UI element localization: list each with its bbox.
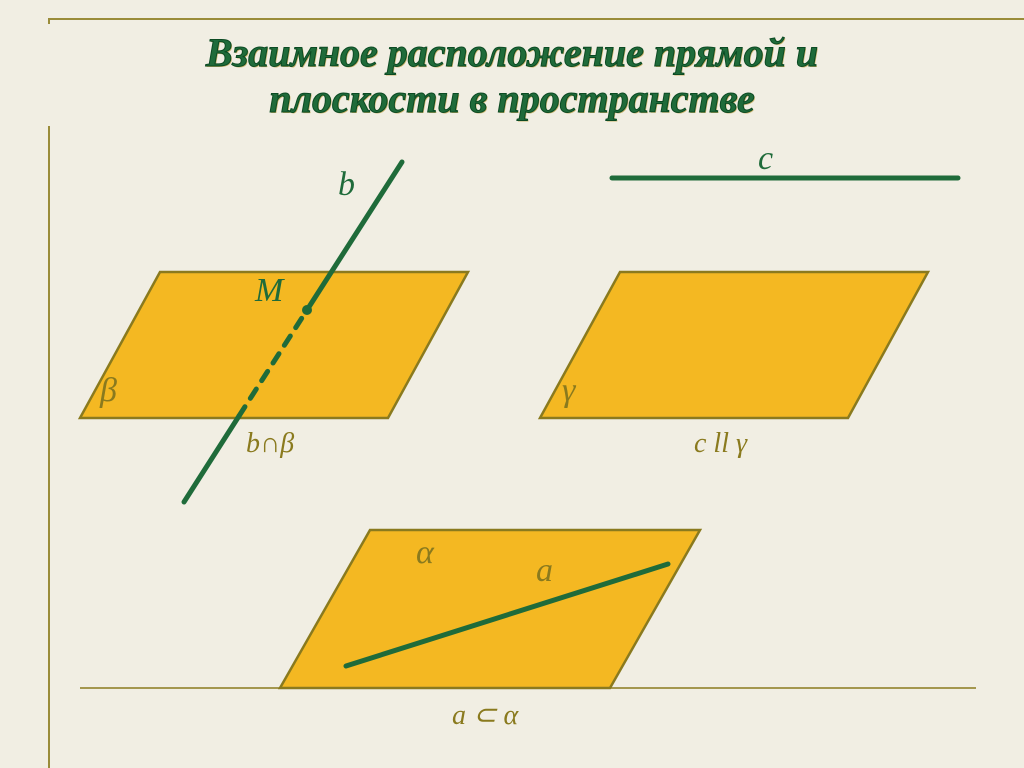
relation-c-gamma: c ll γ xyxy=(694,428,747,460)
label-b: b xyxy=(338,166,355,204)
label-a: a xyxy=(536,552,553,590)
label-alpha: α xyxy=(416,534,434,572)
line-b-lower xyxy=(184,416,239,502)
point-m xyxy=(302,305,312,315)
label-gamma: γ xyxy=(562,372,575,410)
diagram-canvas xyxy=(0,0,1024,768)
relation-a-alpha: a ⊂ α xyxy=(452,698,518,732)
diagram-subset xyxy=(280,530,700,688)
label-beta: β xyxy=(100,372,117,410)
plane-alpha xyxy=(280,530,700,688)
relation-b-beta: b∩β xyxy=(246,428,294,460)
label-M: M xyxy=(255,272,283,310)
diagram-parallel xyxy=(540,178,958,418)
label-c: c xyxy=(758,140,773,178)
plane-gamma xyxy=(540,272,928,418)
